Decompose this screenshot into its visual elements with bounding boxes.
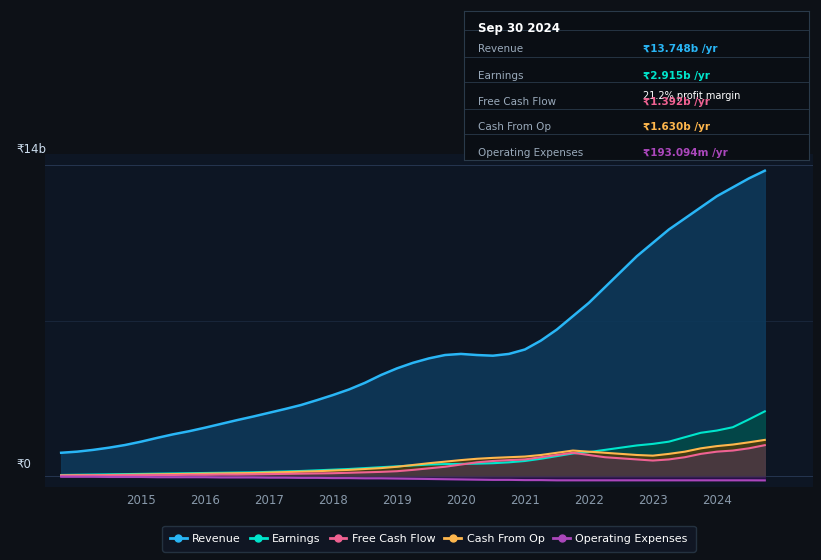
Text: ₹1.392b /yr: ₹1.392b /yr: [643, 97, 710, 108]
Text: Cash From Op: Cash From Op: [478, 123, 551, 133]
Text: Revenue: Revenue: [478, 44, 523, 54]
Text: Earnings: Earnings: [478, 71, 523, 81]
Text: ₹2.915b /yr: ₹2.915b /yr: [643, 71, 710, 81]
Text: ₹0: ₹0: [16, 458, 31, 470]
Text: ₹13.748b /yr: ₹13.748b /yr: [643, 44, 718, 54]
Text: ₹193.094m /yr: ₹193.094m /yr: [643, 148, 728, 158]
Text: 21.2% profit margin: 21.2% profit margin: [643, 91, 741, 101]
Text: Free Cash Flow: Free Cash Flow: [478, 97, 556, 108]
Text: Operating Expenses: Operating Expenses: [478, 148, 583, 158]
Legend: Revenue, Earnings, Free Cash Flow, Cash From Op, Operating Expenses: Revenue, Earnings, Free Cash Flow, Cash …: [163, 526, 695, 552]
Text: ₹14b: ₹14b: [16, 143, 47, 156]
Text: Sep 30 2024: Sep 30 2024: [478, 22, 560, 35]
Text: ₹1.630b /yr: ₹1.630b /yr: [643, 123, 710, 133]
